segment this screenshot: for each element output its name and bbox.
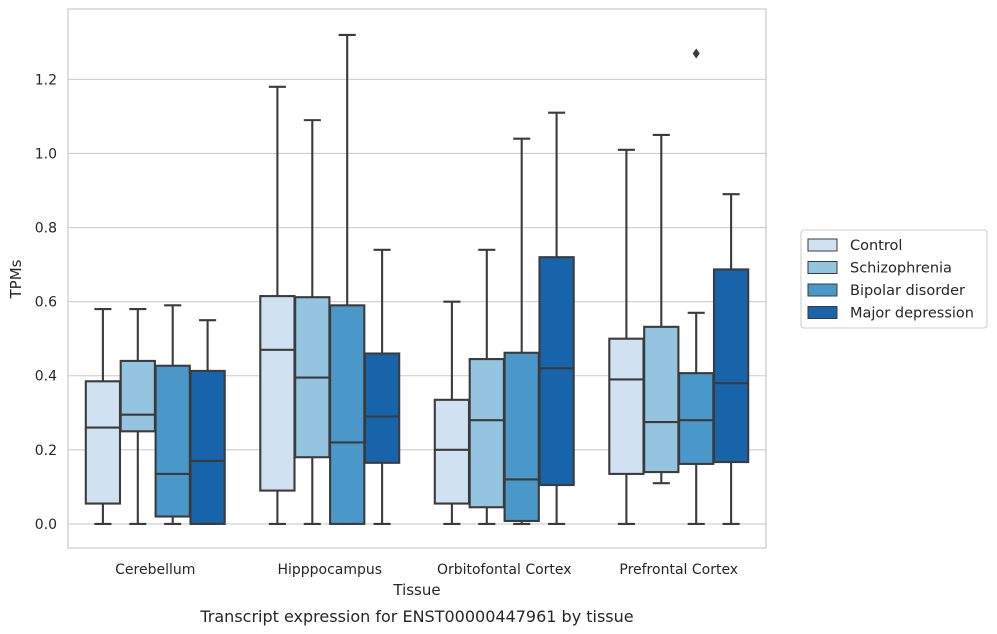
box-group bbox=[259, 85, 296, 525]
box-group bbox=[154, 304, 191, 525]
box-group bbox=[643, 133, 680, 485]
box-group bbox=[294, 119, 331, 525]
x-tick-label: Hipppocampus bbox=[277, 562, 382, 578]
x-tick-labels: Cerebellum Hipppocampus Orbitofontal Corte… bbox=[115, 562, 738, 578]
box-group bbox=[712, 193, 750, 525]
y-tick-label: 1.0 bbox=[35, 146, 57, 162]
box-group bbox=[678, 311, 715, 525]
box-group bbox=[538, 111, 575, 525]
y-axis-title: TPMs bbox=[7, 259, 25, 299]
box-group bbox=[503, 137, 540, 525]
legend-swatch bbox=[807, 261, 838, 274]
box bbox=[363, 352, 401, 464]
legend-label: Bipolar disorder bbox=[850, 283, 965, 299]
box bbox=[538, 256, 575, 487]
box-group bbox=[363, 248, 401, 525]
box bbox=[119, 359, 156, 433]
x-tick-label: Orbitofontal Cortex bbox=[437, 562, 572, 578]
y-tick-labels: 0.0 0.2 0.4 0.6 0.8 1.0 1.2 bbox=[35, 72, 57, 533]
box bbox=[189, 369, 226, 525]
y-tick-label: 0.6 bbox=[35, 295, 57, 311]
legend: Control Schizophrenia Bipolar disorder Majo… bbox=[800, 229, 988, 329]
box bbox=[608, 337, 645, 475]
y-tick-label: 0.4 bbox=[35, 369, 57, 385]
legend-swatch bbox=[807, 283, 838, 297]
box-group bbox=[119, 308, 156, 525]
y-tick-label: 0.2 bbox=[35, 443, 57, 459]
x-tick-label: Cerebellum bbox=[115, 562, 195, 578]
legend-frame bbox=[800, 229, 988, 329]
box bbox=[712, 268, 750, 464]
box bbox=[468, 358, 505, 509]
legend-items: Control Schizophrenia Bipolar disorder Majo… bbox=[807, 238, 974, 322]
x-axis-title: Tissue bbox=[392, 581, 440, 599]
y-tick-label: 0.8 bbox=[35, 221, 57, 237]
legend-swatch bbox=[807, 306, 838, 319]
box bbox=[503, 351, 540, 523]
legend-label: Control bbox=[850, 238, 902, 254]
box bbox=[643, 325, 680, 474]
box bbox=[678, 372, 715, 465]
outlier-point bbox=[692, 48, 700, 59]
box-group bbox=[608, 148, 645, 525]
chart-caption: Transcript expression for ENST0000044796… bbox=[199, 607, 633, 626]
x-tick-label: Prefrontal Cortex bbox=[619, 562, 738, 578]
plot-frame bbox=[67, 8, 767, 549]
box bbox=[433, 398, 471, 505]
legend-swatch bbox=[807, 238, 838, 252]
box-group bbox=[189, 319, 226, 525]
box bbox=[259, 295, 296, 492]
box bbox=[154, 364, 191, 518]
box-group bbox=[433, 300, 471, 525]
y-tick-label: 0.0 bbox=[35, 517, 57, 533]
box-group bbox=[468, 248, 505, 525]
box bbox=[84, 380, 122, 505]
box-layer bbox=[84, 33, 750, 525]
y-tick-label: 1.2 bbox=[35, 72, 57, 88]
box bbox=[329, 304, 366, 525]
box-group bbox=[84, 308, 122, 525]
box-group bbox=[329, 33, 366, 525]
legend-label: Schizophrenia bbox=[850, 261, 952, 277]
legend-label: Major depression bbox=[850, 306, 974, 322]
